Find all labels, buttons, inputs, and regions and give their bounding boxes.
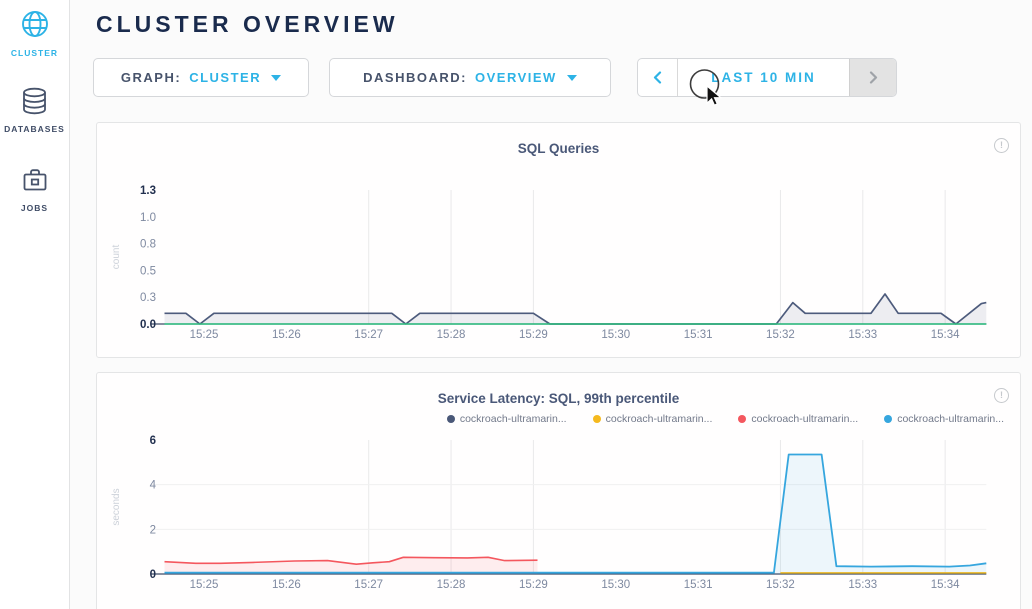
caret-down-icon bbox=[271, 74, 282, 81]
y-tick-label: 0.0 bbox=[140, 319, 156, 331]
sidebar-item-label: CLUSTER bbox=[10, 48, 59, 58]
chart-title: SQL Queries bbox=[517, 141, 600, 156]
legend-item: cockroach-ultramarin... bbox=[446, 413, 567, 425]
x-tick-label: 15:32 bbox=[766, 579, 795, 591]
dashboard-dropdown-value: OVERVIEW bbox=[475, 70, 557, 85]
x-tick-label: 15:30 bbox=[601, 329, 630, 341]
dashboard-dropdown-label: DASHBOARD: bbox=[363, 70, 467, 85]
x-tick-label: 15:33 bbox=[848, 329, 877, 341]
y-tick-label: 0 bbox=[150, 569, 156, 581]
legend-label: cockroach-ultramarin... bbox=[751, 413, 859, 425]
graph-dropdown[interactable]: GRAPH: CLUSTER bbox=[93, 58, 309, 97]
latency-blue-line bbox=[164, 453, 987, 574]
x-tick-label: 15:32 bbox=[766, 329, 795, 341]
dashboard-dropdown[interactable]: DASHBOARD: OVERVIEW bbox=[329, 58, 611, 97]
x-tick-label: 15:30 bbox=[601, 579, 630, 591]
x-tick-label: 15:25 bbox=[190, 329, 219, 341]
latency-red-area bbox=[164, 557, 538, 574]
x-tick-label: 15:29 bbox=[519, 329, 548, 341]
y-tick-label: 1.0 bbox=[140, 212, 156, 224]
sidebar-item-databases[interactable]: DATABASES bbox=[0, 87, 69, 134]
time-prev-button[interactable] bbox=[638, 59, 678, 96]
x-tick-label: 15:29 bbox=[519, 579, 548, 591]
y-tick-label: 0.8 bbox=[140, 239, 156, 251]
chevron-left-icon bbox=[653, 71, 662, 84]
legend-dot-icon bbox=[592, 415, 601, 423]
x-tick-label: 15:26 bbox=[272, 579, 301, 591]
sidebar-item-jobs[interactable]: JOBS bbox=[0, 166, 69, 213]
graph-dropdown-label: GRAPH: bbox=[120, 70, 182, 85]
x-tick-label: 15:25 bbox=[190, 579, 219, 591]
time-window-label[interactable]: LAST 10 MIN bbox=[711, 70, 816, 85]
page-title: CLUSTER OVERVIEW bbox=[96, 11, 399, 37]
x-tick-label: 15:33 bbox=[848, 579, 877, 591]
sidebar-item-label: JOBS bbox=[20, 203, 49, 213]
legend-item: cockroach-ultramarin... bbox=[592, 413, 713, 425]
legend-item: cockroach-ultramarin... bbox=[738, 413, 858, 425]
legend-dot-icon bbox=[738, 415, 747, 423]
main-content: CLUSTER OVERVIEW GRAPH: CLUSTER DASHBOAR… bbox=[70, 0, 1032, 609]
legend-label: cockroach-ultramarin... bbox=[605, 413, 713, 425]
y-tick-label: 0.3 bbox=[140, 292, 156, 304]
chevron-right-icon bbox=[869, 71, 877, 84]
time-window-selector: LAST 10 MIN bbox=[637, 58, 897, 97]
x-tick-label: 15:28 bbox=[437, 579, 466, 591]
legend-dot-icon bbox=[884, 415, 893, 423]
x-tick-label: 15:28 bbox=[437, 329, 466, 341]
x-tick-label: 15:26 bbox=[272, 329, 301, 341]
latency-blue-area bbox=[164, 454, 987, 574]
chart-legend: cockroach-ultramarin... cockroach-ultrama… bbox=[446, 413, 1004, 425]
x-tick-label: 15:31 bbox=[684, 329, 713, 341]
chart-title: Service Latency: SQL, 99th percentile bbox=[437, 391, 680, 406]
y-axis-unit-label: seconds bbox=[111, 488, 122, 525]
time-next-button-disabled[interactable] bbox=[849, 59, 896, 96]
caret-down-icon bbox=[566, 74, 577, 81]
x-tick-label: 15:27 bbox=[354, 579, 383, 591]
sidebar: CLUSTER DATABASES JOBS bbox=[0, 0, 70, 609]
legend-item: cockroach-ultramarin... bbox=[884, 413, 1004, 425]
sidebar-item-cluster[interactable]: CLUSTER bbox=[0, 9, 69, 58]
y-tick-label: 2 bbox=[150, 524, 156, 536]
legend-dot-icon bbox=[446, 415, 455, 423]
briefcase-icon bbox=[0, 166, 69, 199]
chart-card-sql-queries: SQL Queries ! 0.0 0.3 0.5 0.8 1.0 1.3 count 15:… bbox=[96, 122, 1021, 358]
graph-dropdown-value: CLUSTER bbox=[189, 70, 262, 85]
info-icon[interactable]: ! bbox=[994, 388, 1009, 403]
x-tick-label: 15:34 bbox=[931, 329, 960, 341]
y-tick-label: 4 bbox=[150, 480, 157, 492]
node-1-queries-area bbox=[164, 294, 987, 324]
legend-label: cockroach-ultramarin... bbox=[897, 413, 1004, 425]
info-icon[interactable]: ! bbox=[994, 138, 1009, 153]
latency-red-line bbox=[164, 556, 538, 565]
database-icon bbox=[0, 87, 69, 120]
sidebar-item-label: DATABASES bbox=[4, 124, 65, 134]
legend-label: cockroach-ultramarin... bbox=[459, 413, 567, 425]
x-tick-label: 15:31 bbox=[684, 579, 713, 591]
y-tick-label: 1.3 bbox=[140, 185, 156, 197]
y-tick-label: 6 bbox=[150, 435, 156, 447]
sql-queries-plot: 0.0 0.3 0.5 0.8 1.0 1.3 count 15:25 15:26 15:27 15… bbox=[111, 185, 987, 341]
x-tick-label: 15:34 bbox=[931, 579, 960, 591]
x-tick-label: 15:27 bbox=[354, 329, 383, 341]
y-axis-unit-label: count bbox=[111, 245, 122, 270]
chart-card-service-latency: Service Latency: SQL, 99th percentile ! … bbox=[96, 372, 1021, 609]
globe-icon bbox=[0, 9, 69, 44]
service-latency-plot: 0 2 4 6 seconds 15:25 15:26 15:27 15:28 15:29 15:3… bbox=[111, 435, 987, 591]
y-tick-label: 0.5 bbox=[140, 265, 156, 277]
